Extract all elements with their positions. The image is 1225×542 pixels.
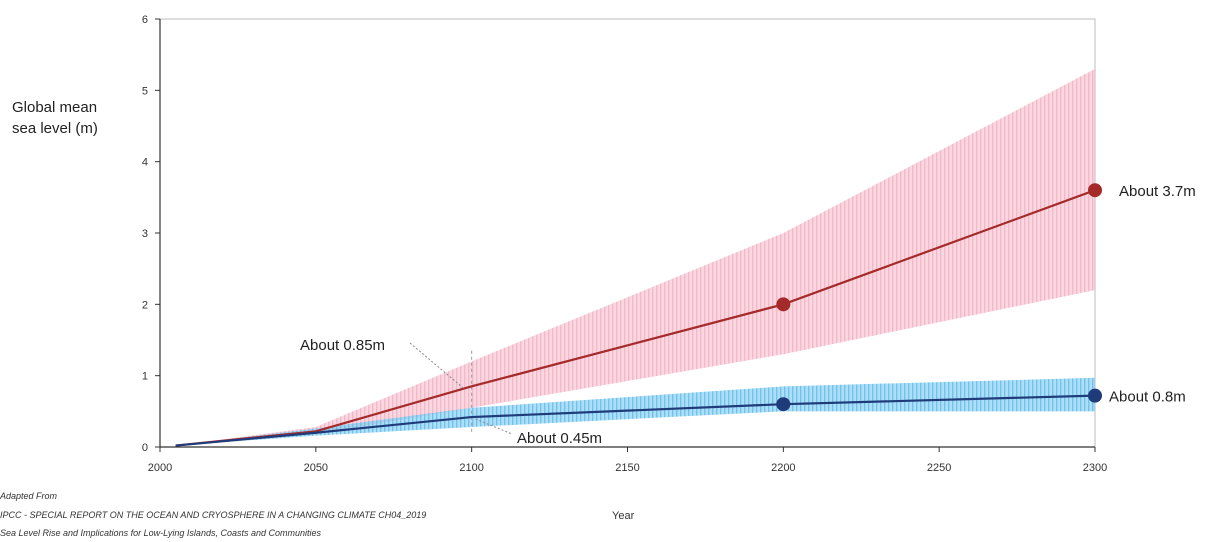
y-tick-label: 4: [142, 157, 148, 169]
series-line-2: [175, 394, 1096, 447]
source-line-1: Adapted From: [0, 491, 58, 501]
x-tick-label: 2000: [148, 462, 172, 474]
leader-about-0-45m: [475, 418, 513, 435]
y-tick-label: 5: [142, 85, 148, 97]
x-tick-label: 2200: [771, 462, 795, 474]
x-tick-label: 2100: [459, 462, 483, 474]
source-line-3: Sea Level Rise and Implications for Low-…: [0, 528, 321, 538]
y-tick-label: 3: [142, 228, 148, 240]
series-marker-2: [1088, 388, 1102, 403]
series-marker-1: [776, 297, 791, 312]
annotation-about-0-8m: About 0.8m: [1109, 389, 1186, 406]
x-axis-label: Year: [612, 510, 635, 522]
source-line-2: IPCC - SPECIAL REPORT ON THE OCEAN AND C…: [0, 510, 427, 520]
x-tick-label: 2250: [927, 462, 951, 474]
series-marker-1: [1088, 183, 1102, 198]
annotation-about-0-85m: About 0.85m: [300, 337, 385, 354]
y-axis-label-line-1: Global mean: [12, 99, 98, 116]
series-marker-2: [776, 397, 791, 412]
x-tick-label: 2050: [304, 462, 328, 474]
annotation-about-3-7m: About 3.7m: [1119, 183, 1196, 200]
y-tick-label: 0: [142, 442, 148, 454]
y-tick-label: 6: [142, 14, 148, 26]
x-tick-label: 2150: [615, 462, 639, 474]
annotation-about-0-45m: About 0.45m: [517, 430, 602, 447]
y-axis-label-line-2: sea level (m): [12, 120, 98, 137]
y-tick-label: 1: [142, 371, 148, 383]
x-tick-label: 2300: [1083, 462, 1107, 474]
uncertainty-band-2: [175, 377, 1096, 446]
y-tick-label: 2: [142, 299, 148, 311]
